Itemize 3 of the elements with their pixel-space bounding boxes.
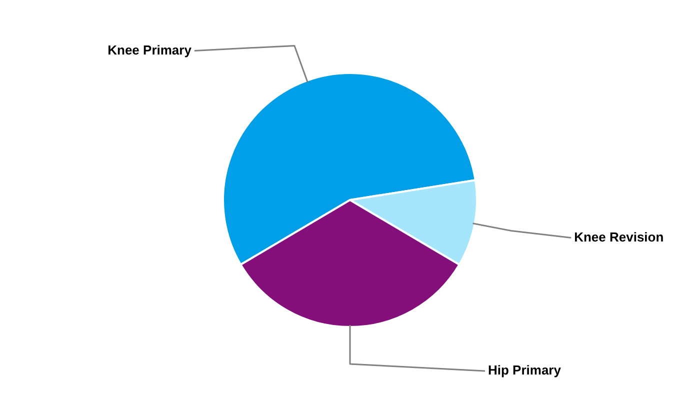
slice-label: Knee Primary [108, 42, 192, 58]
slice-label: Hip Primary [488, 362, 562, 378]
slice-label: Knee Revision [574, 229, 664, 244]
